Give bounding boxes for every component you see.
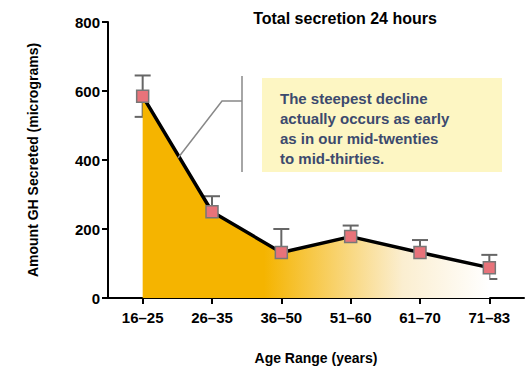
- svg-text:400: 400: [75, 152, 100, 169]
- svg-text:36–50: 36–50: [260, 309, 302, 326]
- svg-text:26–35: 26–35: [191, 309, 233, 326]
- svg-text:as in our mid-twenties: as in our mid-twenties: [280, 130, 438, 147]
- svg-text:Amount GH Secreted (micrograms: Amount GH Secreted (micrograms): [25, 43, 41, 277]
- svg-text:16–25: 16–25: [122, 309, 164, 326]
- svg-text:800: 800: [75, 14, 100, 31]
- svg-text:The steepest decline: The steepest decline: [280, 90, 428, 107]
- svg-text:200: 200: [75, 221, 100, 238]
- svg-text:51–60: 51–60: [330, 309, 372, 326]
- svg-text:600: 600: [75, 83, 100, 100]
- svg-text:61–70: 61–70: [399, 309, 441, 326]
- svg-text:Total secretion 24 hours: Total secretion 24 hours: [253, 10, 437, 27]
- svg-text:actually occurs as early: actually occurs as early: [280, 110, 450, 127]
- svg-text:to mid-thirties.: to mid-thirties.: [280, 150, 384, 167]
- svg-text:71–83: 71–83: [468, 309, 510, 326]
- svg-text:Age Range (years): Age Range (years): [255, 350, 378, 366]
- svg-text:0: 0: [92, 290, 100, 307]
